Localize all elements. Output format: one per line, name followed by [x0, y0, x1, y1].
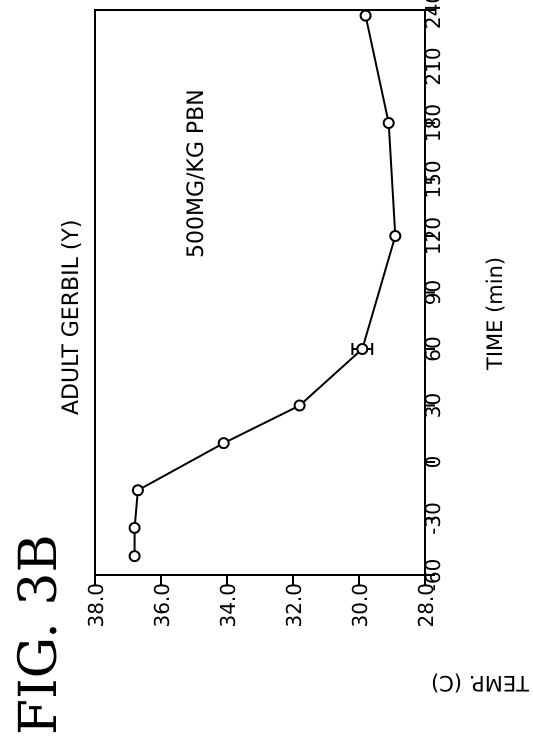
x-tick-label: 180 [421, 104, 445, 142]
x-axis-label: TIME (min) [483, 257, 507, 371]
y-tick-label: 28.0 [414, 583, 438, 628]
x-tick-label: 120 [421, 217, 445, 255]
x-tick-label: 30 [421, 393, 445, 418]
data-point [389, 230, 402, 242]
y-axis-label: TEMP. (C) [431, 671, 530, 695]
figure-label: FIG. 3B [9, 534, 69, 735]
data-point [359, 9, 372, 22]
data-point [128, 550, 141, 563]
x-tick-label: -30 [421, 502, 445, 535]
series-layer [128, 9, 402, 563]
y-tick-label: 32.0 [282, 583, 306, 628]
data-point [131, 484, 144, 497]
x-tick-label: 0 [421, 456, 445, 469]
x-tick-label: 210 [421, 47, 445, 85]
chart-subtitle: ADULT GERBIL (Y) [59, 220, 84, 415]
y-tick-label: 30.0 [348, 583, 372, 628]
x-tick-label: 60 [421, 336, 445, 361]
data-point [293, 399, 306, 412]
data-point [217, 437, 230, 450]
y-tick-label: 34.0 [216, 583, 240, 628]
y-tick-label: 38.0 [84, 583, 108, 628]
x-tick-label: 240 [421, 0, 445, 29]
temperature-axis: 28.0 30.0 32.0 34.0 36.0 38.0 [84, 575, 438, 628]
plot-frame [94, 9, 426, 576]
dose-annotation: 500MG/KG PBN [184, 89, 209, 258]
data-point [128, 521, 141, 534]
x-tick-label: 150 [421, 160, 445, 198]
series-line [133, 15, 397, 557]
data-point [356, 343, 369, 355]
data-point [382, 117, 395, 129]
x-tick-label: 90 [421, 280, 445, 305]
plot-area: 500MG/KG PBN [94, 9, 426, 576]
y-tick-label: 36.0 [150, 583, 174, 628]
